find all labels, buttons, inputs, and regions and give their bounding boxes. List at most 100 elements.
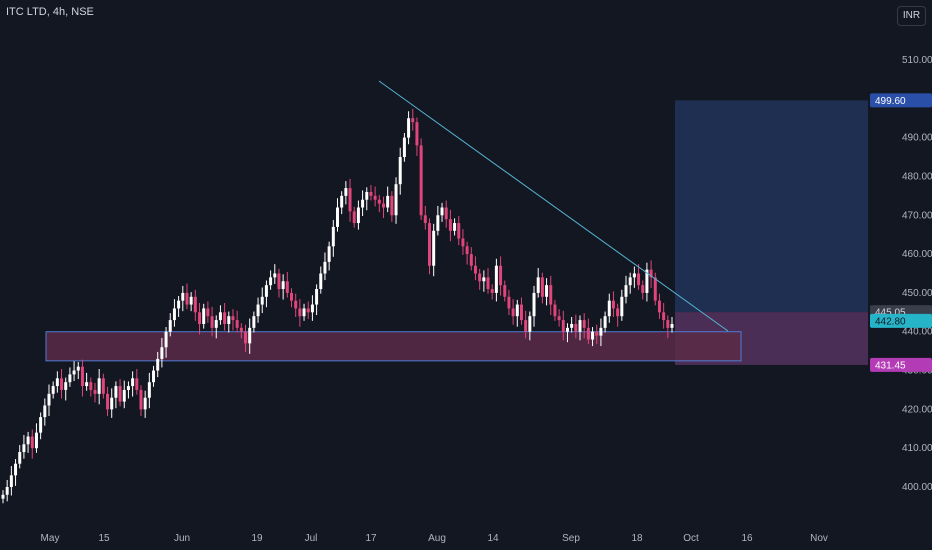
price-tick-label: 410.00	[902, 443, 932, 454]
symbol-name[interactable]: ITC LTD	[6, 6, 47, 18]
candle-body	[85, 382, 89, 387]
last-price-badge: 442.80	[875, 316, 906, 327]
candle-body	[93, 389, 97, 394]
time-tick-label: Jul	[305, 533, 318, 544]
candle-body	[110, 397, 114, 410]
exchange-label: NSE	[71, 6, 94, 18]
candle-body	[55, 378, 59, 387]
candle-body	[235, 320, 239, 328]
candle-body	[122, 389, 126, 402]
candle-body	[218, 312, 222, 321]
candle-body	[386, 195, 390, 208]
candle-body	[628, 277, 632, 286]
candle-body	[599, 327, 603, 336]
candle-body	[18, 452, 22, 464]
candle-body	[444, 207, 448, 220]
candle-body	[461, 238, 465, 247]
candle-body	[415, 122, 419, 146]
candle-body	[198, 312, 202, 324]
candles-layer	[1, 108, 674, 504]
candle-body	[381, 203, 385, 208]
candle-body	[22, 444, 26, 453]
candle-body	[578, 320, 582, 332]
drawings-layer	[45, 100, 868, 365]
candle-body	[327, 246, 331, 262]
time-axis[interactable]: May 15 Jun 19 Jul 17 Aug 14 Sep 18 Oct 16 Nov	[41, 533, 828, 544]
candle-body	[9, 475, 13, 487]
price-tick-label: 420.00	[902, 404, 932, 415]
candle-body	[582, 320, 586, 328]
candle-body	[227, 316, 231, 324]
candle-body	[482, 277, 486, 282]
interval-label[interactable]: 4h	[52, 6, 66, 18]
candle-body	[47, 393, 51, 406]
currency-button[interactable]: INR	[897, 6, 926, 26]
candle-body	[637, 273, 641, 286]
candle-body	[511, 308, 515, 317]
stop-price-badge: 431.45	[875, 360, 906, 371]
candle-body	[160, 347, 164, 359]
candle-body	[64, 382, 68, 390]
candle-body	[436, 215, 440, 231]
candle-body	[256, 304, 260, 317]
candle-body	[499, 265, 503, 286]
candle-body	[486, 277, 490, 290]
candle-body	[51, 386, 55, 394]
candle-body	[264, 285, 268, 297]
candle-body	[281, 281, 285, 290]
candle-body	[131, 378, 135, 387]
candle-body	[473, 265, 477, 274]
candle-body	[310, 304, 314, 313]
candle-body	[662, 312, 666, 321]
candle-body	[239, 327, 243, 332]
trendline-layer	[378, 80, 729, 332]
candle-body	[532, 292, 536, 317]
candle-body	[536, 277, 540, 293]
candle-body	[540, 277, 544, 297]
candle-body	[457, 223, 461, 239]
candle-body	[670, 323, 674, 328]
candle-body	[565, 327, 569, 332]
candle-body	[649, 269, 653, 278]
candle-body	[269, 277, 273, 286]
stop-price-badge-bg	[870, 357, 932, 372]
candle-body	[43, 405, 47, 418]
candle-body	[570, 323, 574, 328]
candle-body	[390, 195, 394, 216]
candle-body	[348, 188, 352, 212]
candle-body	[423, 215, 427, 224]
candle-body	[126, 386, 130, 390]
time-tick-label: May	[41, 533, 60, 544]
candle-body	[574, 323, 578, 332]
candle-body	[39, 417, 43, 433]
time-tick-label: 18	[631, 533, 643, 544]
price-tick-label: 490.00	[902, 133, 932, 144]
candle-body	[156, 358, 160, 371]
candle-body	[30, 436, 34, 449]
candle-body	[398, 157, 402, 185]
candle-body	[352, 211, 356, 224]
candle-body	[419, 145, 423, 216]
candle-body	[331, 226, 335, 247]
candle-body	[561, 320, 565, 332]
candle-body	[624, 285, 628, 297]
time-tick-label: Jun	[174, 533, 190, 544]
candle-body	[373, 195, 377, 200]
time-tick-label: Nov	[810, 533, 828, 544]
candle-body	[553, 304, 557, 317]
candle-body	[315, 289, 319, 305]
candle-body	[80, 366, 84, 387]
candle-body	[557, 316, 561, 321]
candle-body	[323, 261, 327, 274]
candle-body	[653, 277, 657, 301]
candle-body	[106, 393, 110, 410]
candle-body	[68, 374, 72, 383]
candle-body	[469, 254, 473, 266]
candle-body	[365, 191, 369, 200]
support-zone	[45, 331, 742, 362]
candle-body	[432, 230, 436, 266]
candle-body	[172, 308, 176, 321]
candle-body	[273, 273, 277, 278]
price-axis[interactable]: 510.00500.00490.00480.00470.00460.00450.…	[902, 55, 932, 493]
